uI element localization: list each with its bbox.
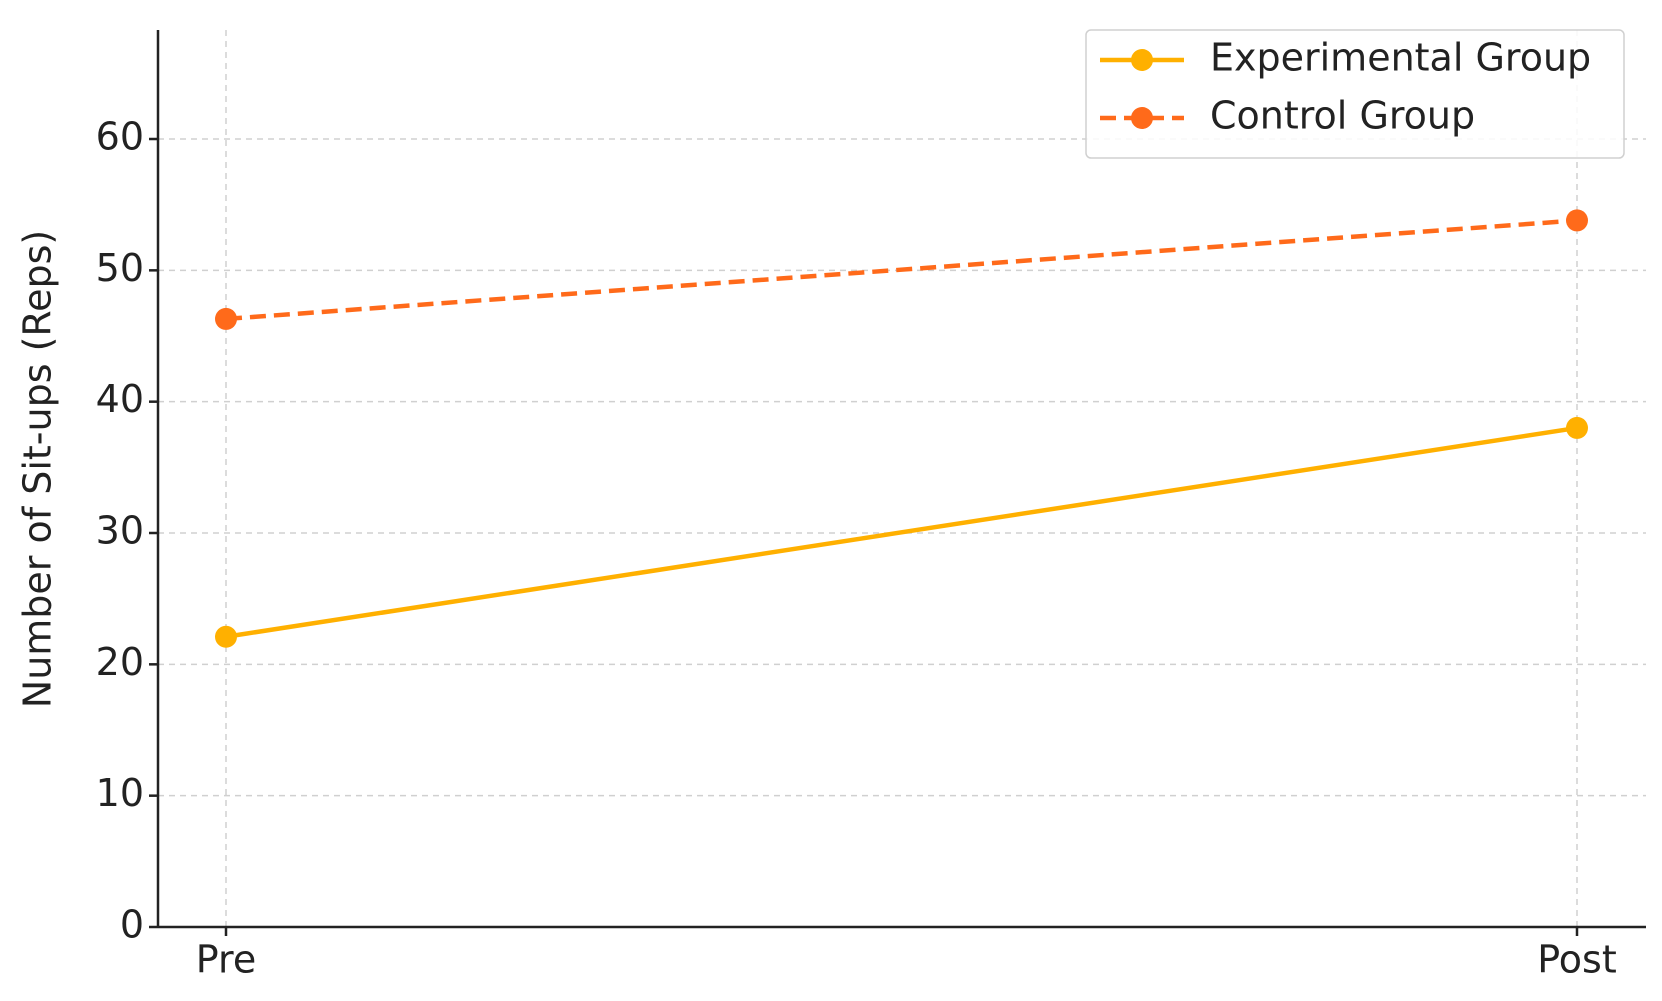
y-axis-label: Number of Sit-ups (Reps) — [16, 230, 60, 708]
y-tick-label: 20 — [96, 640, 144, 684]
y-tick-label: 60 — [96, 115, 144, 159]
x-tick-label: Pre — [196, 938, 256, 982]
data-point — [1566, 209, 1588, 232]
legend-marker — [1131, 49, 1153, 71]
y-tick-label: 40 — [96, 377, 144, 421]
data-point — [1566, 416, 1588, 439]
data-point — [215, 625, 237, 648]
y-tick-label: 10 — [96, 771, 144, 815]
legend: Experimental Group Control Group — [1085, 29, 1625, 159]
legend-label: Control Group — [1210, 94, 1475, 138]
y-tick-label: 50 — [96, 246, 144, 290]
data-point — [215, 307, 237, 330]
legend-label: Experimental Group — [1210, 36, 1591, 80]
y-tick-label: 0 — [120, 903, 144, 947]
series-line — [225, 218, 1578, 322]
y-tick-label: 30 — [96, 509, 144, 553]
legend-box — [1085, 29, 1625, 159]
series-line — [225, 425, 1578, 639]
x-tick-label: Post — [1537, 938, 1617, 982]
legend-marker — [1131, 107, 1153, 129]
